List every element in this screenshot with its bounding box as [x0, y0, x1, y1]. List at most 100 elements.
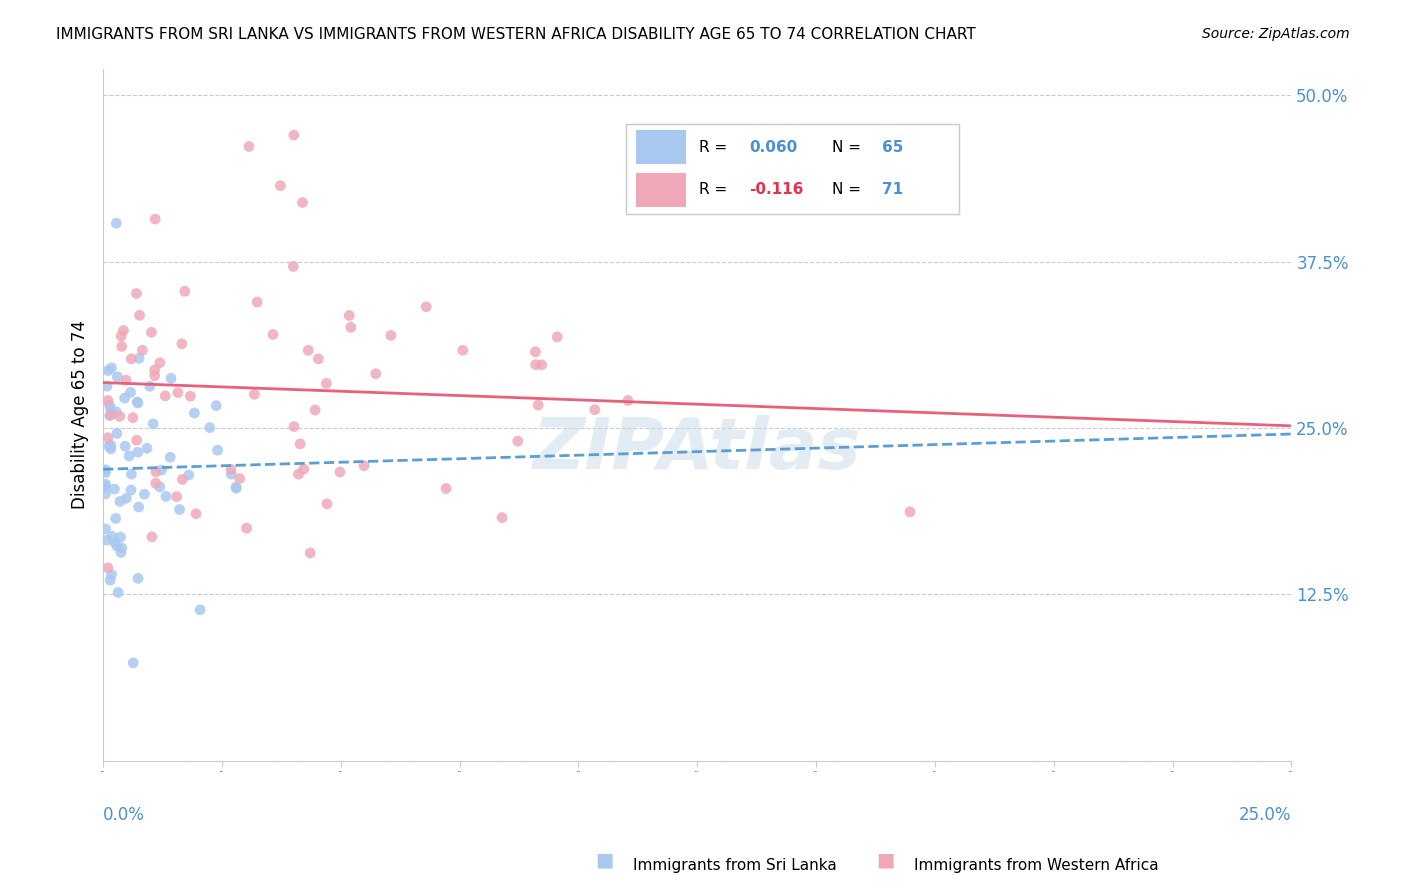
Point — [297, 343, 319, 358]
Point — [127, 395, 149, 409]
Point — [120, 483, 142, 497]
Point — [104, 536, 127, 550]
Text: ■: ■ — [595, 850, 614, 869]
Point — [127, 396, 149, 410]
Point — [94, 479, 117, 493]
Point — [120, 467, 142, 482]
Point — [530, 358, 553, 372]
Point — [238, 139, 260, 153]
Point — [169, 502, 191, 516]
Text: ZIPAtlas: ZIPAtlas — [533, 415, 862, 483]
Y-axis label: Disability Age 65 to 74: Disability Age 65 to 74 — [72, 320, 89, 509]
Point — [139, 379, 162, 393]
Point — [120, 351, 142, 366]
Point — [583, 402, 606, 417]
Point — [101, 529, 124, 543]
Point — [100, 438, 122, 452]
Point — [315, 376, 337, 391]
Point — [524, 358, 547, 372]
Point — [205, 399, 228, 413]
Point — [898, 505, 921, 519]
Point — [120, 385, 142, 400]
Point — [122, 410, 145, 425]
Point — [122, 656, 145, 670]
Point — [114, 391, 136, 405]
Point — [125, 434, 148, 448]
Point — [97, 393, 120, 408]
Point — [143, 368, 166, 383]
Text: ■: ■ — [876, 850, 896, 869]
Point — [243, 387, 266, 401]
Point — [183, 406, 205, 420]
Point — [111, 541, 134, 555]
Point — [97, 561, 120, 575]
Point — [98, 398, 121, 412]
Point — [207, 443, 229, 458]
Point — [155, 389, 177, 403]
Point — [104, 511, 127, 525]
Point — [380, 328, 402, 343]
Point — [107, 585, 129, 599]
Point — [136, 442, 159, 456]
Point — [110, 545, 132, 559]
Point — [292, 462, 315, 476]
Point — [167, 385, 190, 400]
Point — [179, 389, 201, 403]
Point — [114, 439, 136, 453]
Point — [125, 286, 148, 301]
Point — [100, 442, 122, 456]
Point — [225, 481, 247, 495]
Point — [166, 490, 188, 504]
Text: 25.0%: 25.0% — [1239, 805, 1291, 824]
Point — [149, 356, 172, 370]
Point — [94, 477, 117, 491]
Point — [143, 363, 166, 377]
Point — [103, 482, 125, 496]
Point — [105, 539, 128, 553]
Point — [128, 351, 150, 366]
Point — [94, 522, 117, 536]
Text: Immigrants from Western Africa: Immigrants from Western Africa — [914, 858, 1159, 872]
Point — [364, 367, 387, 381]
Point — [269, 178, 291, 193]
Point — [127, 571, 149, 585]
Point — [173, 285, 195, 299]
Point — [145, 465, 167, 479]
Point — [340, 320, 363, 334]
Point — [304, 403, 326, 417]
Point — [307, 351, 329, 366]
Point — [150, 463, 173, 477]
Point — [115, 373, 138, 387]
Point — [141, 326, 163, 340]
Point — [145, 476, 167, 491]
Point — [128, 500, 150, 514]
Text: IMMIGRANTS FROM SRI LANKA VS IMMIGRANTS FROM WESTERN AFRICA DISABILITY AGE 65 TO: IMMIGRANTS FROM SRI LANKA VS IMMIGRANTS … — [56, 27, 976, 42]
Point — [108, 494, 131, 508]
Point — [262, 327, 284, 342]
Point — [160, 371, 183, 385]
Point — [100, 567, 122, 582]
Point — [546, 330, 568, 344]
Point — [97, 363, 120, 377]
Point — [337, 309, 360, 323]
Point — [434, 482, 457, 496]
Point — [108, 409, 131, 424]
Point — [617, 393, 640, 408]
Point — [98, 409, 121, 423]
Point — [97, 431, 120, 445]
Point — [524, 344, 547, 359]
Point — [283, 419, 305, 434]
Point — [225, 480, 247, 494]
Point — [94, 487, 117, 501]
Point — [299, 546, 322, 560]
Point — [451, 343, 474, 358]
Point — [329, 465, 352, 479]
Point — [141, 530, 163, 544]
Point — [110, 329, 132, 343]
Point — [527, 398, 550, 412]
Point — [316, 497, 339, 511]
Point — [149, 480, 172, 494]
Text: 0.0%: 0.0% — [103, 805, 145, 824]
Point — [105, 216, 128, 230]
Point — [112, 324, 135, 338]
